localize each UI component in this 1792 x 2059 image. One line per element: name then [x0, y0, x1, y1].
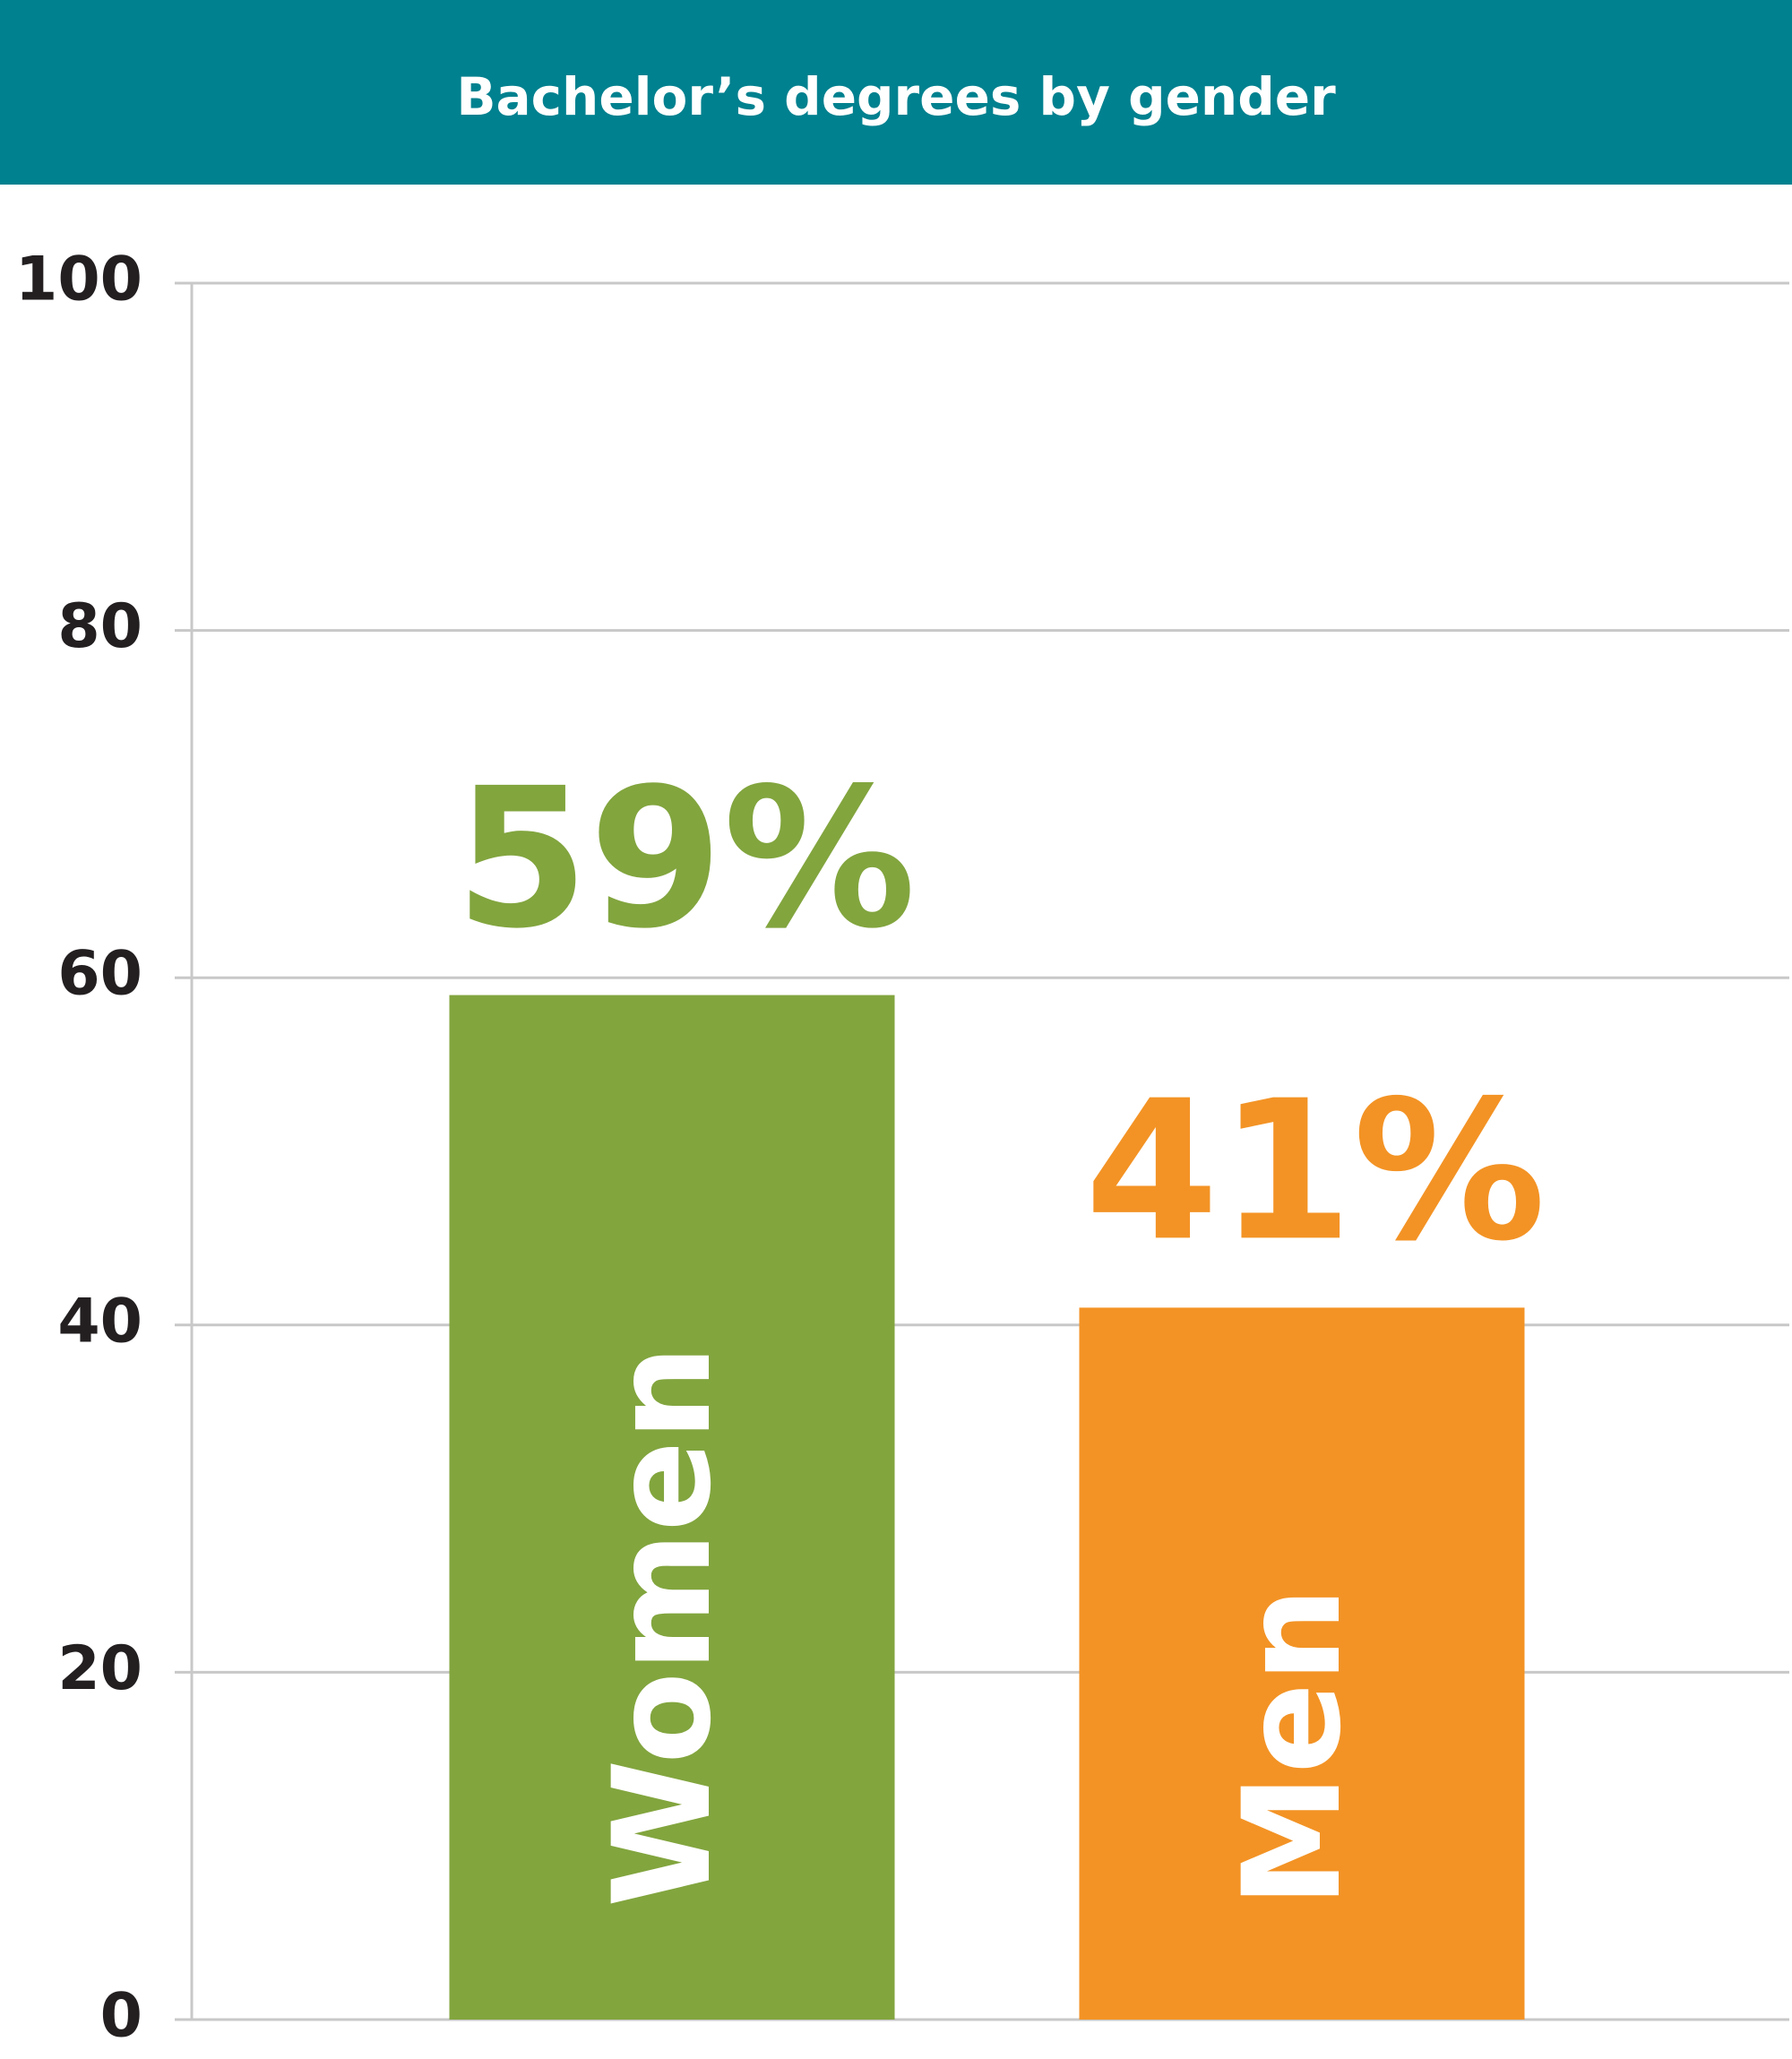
value-label: 59% — [455, 746, 917, 971]
chart-title: Bachelor’s degrees by gender — [456, 66, 1336, 127]
category-label: Men — [1215, 1587, 1371, 1908]
bar — [449, 995, 895, 2020]
y-tick-label: 40 — [57, 1286, 142, 1357]
value-label: 41% — [1085, 1058, 1546, 1283]
y-tick-label: 0 — [100, 1981, 142, 2052]
y-tick-label: 80 — [57, 591, 142, 662]
category-label: Women — [585, 1345, 741, 1908]
y-tick-label: 60 — [57, 939, 142, 1010]
title-band — [0, 0, 1792, 185]
y-tick-label: 20 — [57, 1633, 142, 1704]
bar — [1079, 1307, 1525, 2020]
y-tick-label: 100 — [15, 245, 142, 315]
